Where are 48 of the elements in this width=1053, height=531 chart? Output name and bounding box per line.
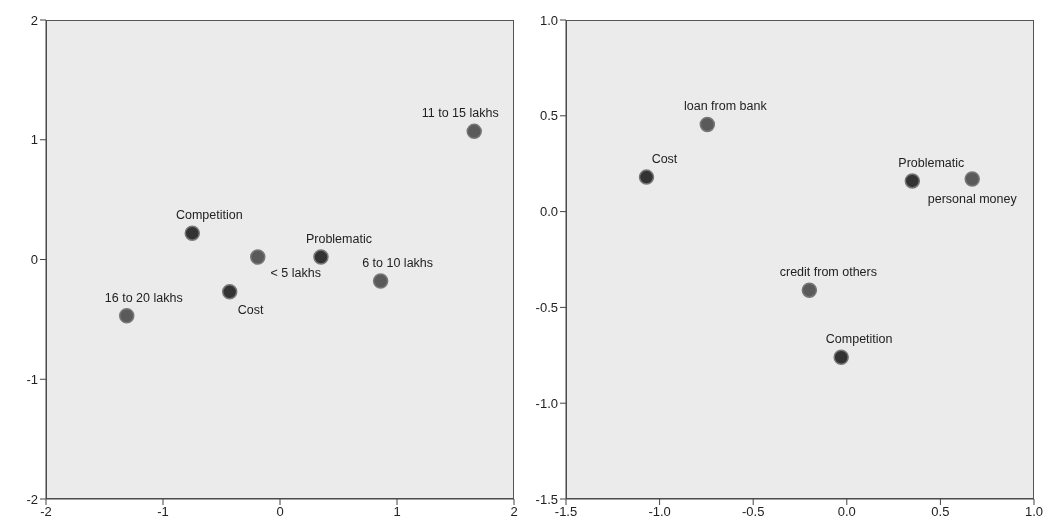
- x-tick-label: 1: [393, 504, 401, 520]
- point: [833, 349, 849, 365]
- y-tick-label: 0.5: [539, 108, 558, 124]
- x-tick-label: -2: [40, 504, 52, 520]
- annotation: Problematic: [305, 232, 372, 247]
- annotation: Cost: [237, 302, 264, 317]
- point: [250, 249, 266, 265]
- y-tick-label: -1: [26, 371, 38, 387]
- point: [466, 123, 482, 140]
- point: [801, 282, 818, 298]
- x-tick-label: -1.0: [648, 504, 671, 520]
- x-tick-label: -0.5: [742, 504, 765, 520]
- point: [221, 284, 238, 300]
- y-tick-label: -1.5: [535, 491, 558, 507]
- y-tick-label: 0: [30, 252, 38, 268]
- annotation: personal money: [927, 192, 1017, 207]
- y-tick-label: 2: [30, 12, 38, 28]
- point: [313, 249, 329, 265]
- annotation: 6 to 10 lakhs: [362, 256, 434, 271]
- annotation: < 5 lakhs: [270, 266, 321, 281]
- point: [184, 225, 200, 241]
- annotation: Problematic: [898, 155, 965, 170]
- point: [638, 169, 655, 185]
- point: [118, 308, 135, 324]
- y-tick-label: 1.0: [539, 12, 558, 28]
- x-tick-label: -1: [157, 504, 169, 520]
- y-tick-label: 0.0: [539, 204, 558, 220]
- annotation: 16 to 20 lakhs: [104, 290, 183, 305]
- point: [372, 273, 389, 289]
- annotation: loan from bank: [683, 99, 767, 114]
- y-tick-label: -2: [26, 491, 38, 507]
- y-tick-label: -1.0: [535, 395, 558, 411]
- x-tick-label: -1.5: [554, 504, 578, 520]
- annotation: Competition: [175, 208, 243, 223]
- x-tick-label: 0.5: [931, 504, 950, 520]
- annotation: Cost: [651, 152, 678, 167]
- annotation: 11 to 15 lakhs: [421, 106, 499, 121]
- point: [904, 173, 921, 189]
- x-tick-label: 0: [276, 504, 284, 520]
- y-tick-label: -0.5: [535, 300, 558, 316]
- y-tick-label: 1: [30, 132, 38, 148]
- annotation: credit from others: [779, 265, 877, 280]
- annotation: Competition: [825, 332, 893, 347]
- point: [699, 116, 716, 133]
- x-tick-label: 0.0: [837, 504, 856, 520]
- x-tick-label: 1.0: [1024, 504, 1044, 520]
- x-tick-label: 2: [510, 504, 518, 520]
- point: [964, 171, 980, 187]
